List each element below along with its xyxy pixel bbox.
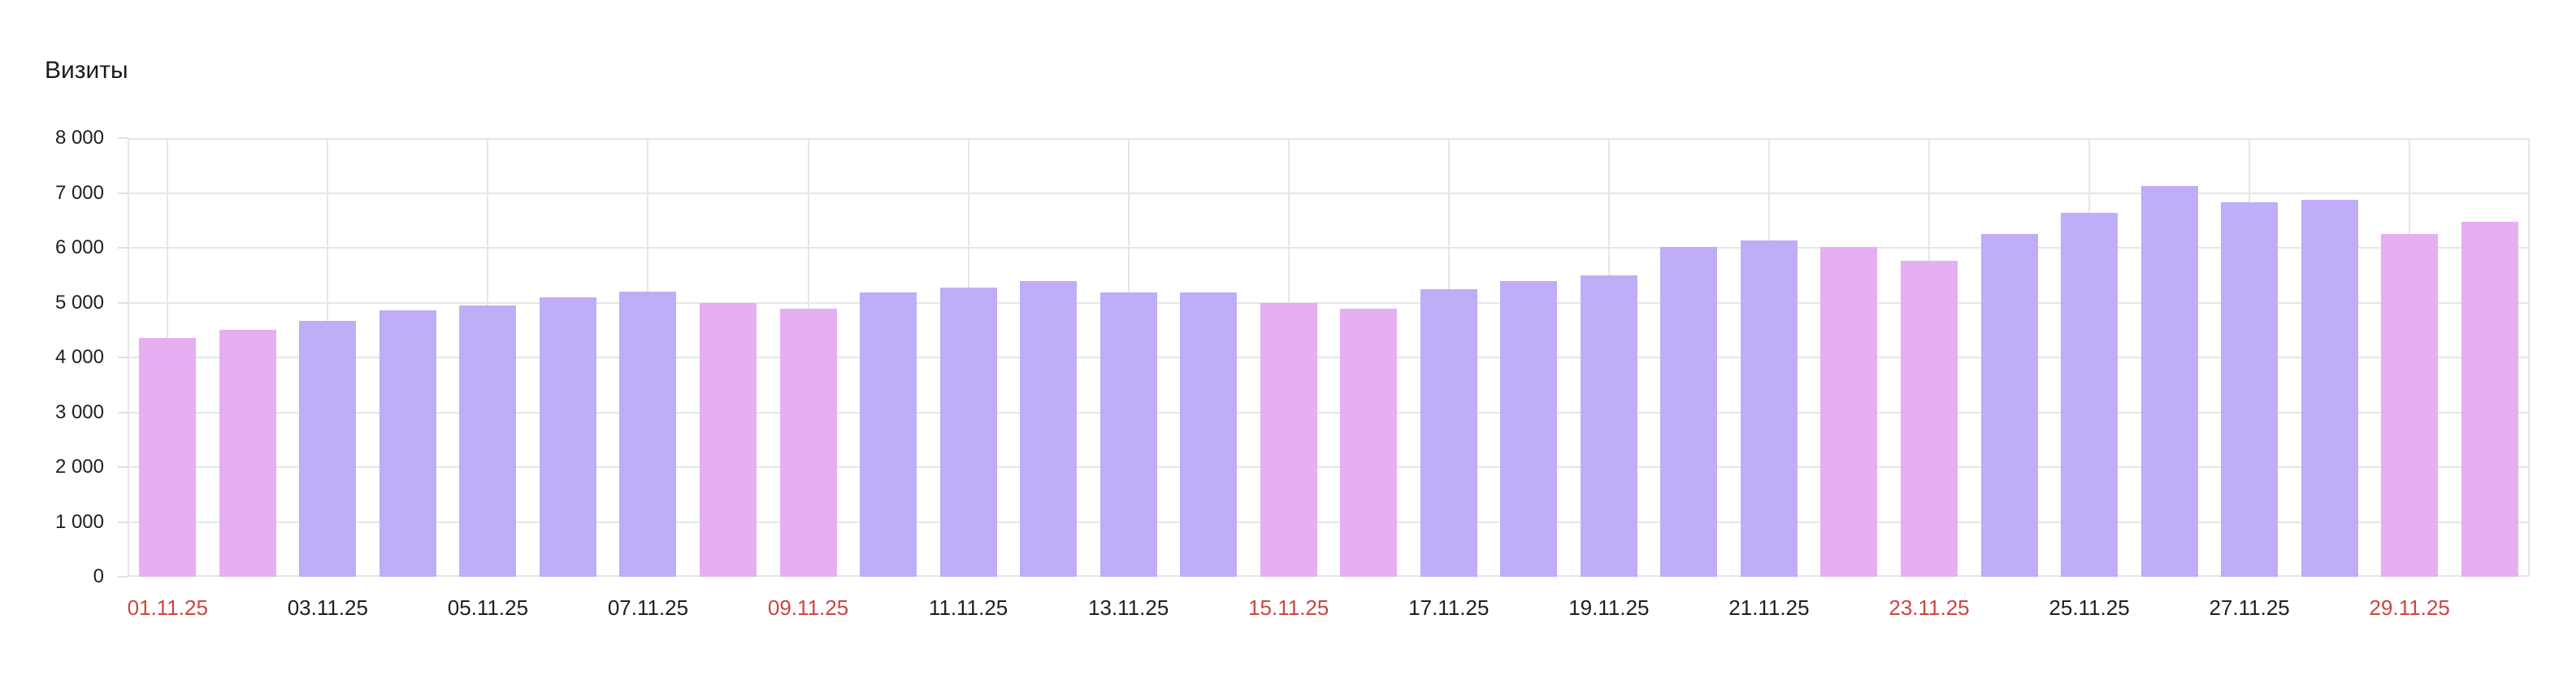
- gridline-horizontal: [128, 192, 2530, 194]
- y-axis-tick-mark: [118, 301, 128, 304]
- x-axis-date-label: 09.11.25: [767, 595, 849, 620]
- bar-03.11.25[interactable]: [299, 321, 357, 577]
- bar-24.11.25[interactable]: [1980, 234, 2038, 577]
- gridline-horizontal: [128, 521, 2530, 523]
- y-axis-tick-mark: [118, 247, 128, 249]
- x-axis-date-label: 23.11.25: [1889, 595, 1970, 620]
- bar-14.11.25[interactable]: [1180, 292, 1238, 577]
- bar-18.11.25[interactable]: [1500, 281, 1558, 577]
- bar-25.11.25[interactable]: [2061, 213, 2118, 577]
- y-axis-label: 1 000: [54, 510, 104, 533]
- bar-23.11.25[interactable]: [1901, 261, 1958, 577]
- gridline-horizontal: [128, 357, 2530, 358]
- y-axis-label: 2 000: [54, 456, 104, 478]
- y-axis-label: 3 000: [54, 400, 104, 423]
- bar-20.11.25[interactable]: [1660, 246, 1718, 577]
- bar-06.11.25[interactable]: [539, 297, 596, 577]
- y-axis-label: 4 000: [54, 346, 104, 368]
- bar-09.11.25[interactable]: [779, 308, 837, 577]
- x-axis-date-label: 19.11.25: [1568, 595, 1650, 620]
- bar-02.11.25[interactable]: [219, 330, 276, 577]
- bar-29.11.25[interactable]: [2381, 234, 2439, 577]
- bar-28.11.25[interactable]: [2301, 200, 2358, 577]
- gridline-horizontal: [128, 466, 2530, 468]
- x-axis-date-label: 17.11.25: [1408, 595, 1490, 620]
- x-axis-date-label: 07.11.25: [607, 595, 689, 620]
- y-axis-tick-mark: [118, 192, 128, 194]
- x-axis-date-label: 25.11.25: [2049, 595, 2130, 620]
- bar-22.11.25[interactable]: [1820, 246, 1878, 577]
- x-axis-date-label: 29.11.25: [2369, 595, 2450, 620]
- gridline-horizontal: [128, 301, 2530, 304]
- x-axis-date-label: 03.11.25: [287, 595, 368, 620]
- bar-12.11.25[interactable]: [1020, 280, 1078, 577]
- bar-07.11.25[interactable]: [619, 292, 677, 577]
- gridline-horizontal: [128, 247, 2530, 249]
- chart-title: Визиты: [45, 57, 128, 84]
- y-axis-label: 8 000: [54, 127, 104, 149]
- y-axis-label: 7 000: [54, 181, 104, 204]
- y-axis-label: 5 000: [54, 291, 104, 314]
- y-axis-label: 0: [93, 565, 104, 587]
- bar-04.11.25[interactable]: [379, 310, 436, 577]
- bar-05.11.25[interactable]: [459, 305, 517, 577]
- x-axis-date-label: 01.11.25: [127, 595, 208, 620]
- bar-26.11.25[interactable]: [2140, 185, 2198, 577]
- y-axis-tick-mark: [118, 357, 128, 358]
- bar-21.11.25[interactable]: [1740, 240, 1798, 577]
- bar-13.11.25[interactable]: [1099, 292, 1157, 577]
- bar-27.11.25[interactable]: [2221, 201, 2279, 577]
- y-axis-label: 6 000: [54, 236, 104, 258]
- x-axis-date-label: 11.11.25: [928, 595, 1008, 620]
- bar-11.11.25[interactable]: [939, 287, 997, 577]
- y-axis-tick-mark: [118, 576, 128, 578]
- bar-08.11.25[interactable]: [700, 303, 757, 577]
- y-axis-tick-mark: [118, 137, 128, 139]
- bar-17.11.25[interactable]: [1420, 289, 1477, 577]
- x-axis-date-label: 15.11.25: [1248, 595, 1329, 620]
- bar-16.11.25[interactable]: [1340, 308, 1398, 577]
- x-axis-date-label: 27.11.25: [2209, 595, 2290, 620]
- y-axis-tick-mark: [118, 521, 128, 523]
- bar-01.11.25[interactable]: [139, 337, 197, 577]
- x-axis-date-label: 21.11.25: [1728, 595, 1810, 620]
- y-axis-tick-mark: [118, 466, 128, 468]
- x-axis-date-label: 13.11.25: [1088, 595, 1169, 620]
- x-axis-date-label: 05.11.25: [447, 595, 529, 620]
- bar-30.11.25[interactable]: [2461, 222, 2518, 577]
- bar-15.11.25[interactable]: [1260, 303, 1317, 577]
- plot-area: [128, 138, 2530, 577]
- y-axis-tick-mark: [118, 411, 128, 413]
- bar-19.11.25[interactable]: [1580, 275, 1637, 577]
- gridline-horizontal: [128, 411, 2530, 413]
- bar-10.11.25[interactable]: [860, 292, 917, 577]
